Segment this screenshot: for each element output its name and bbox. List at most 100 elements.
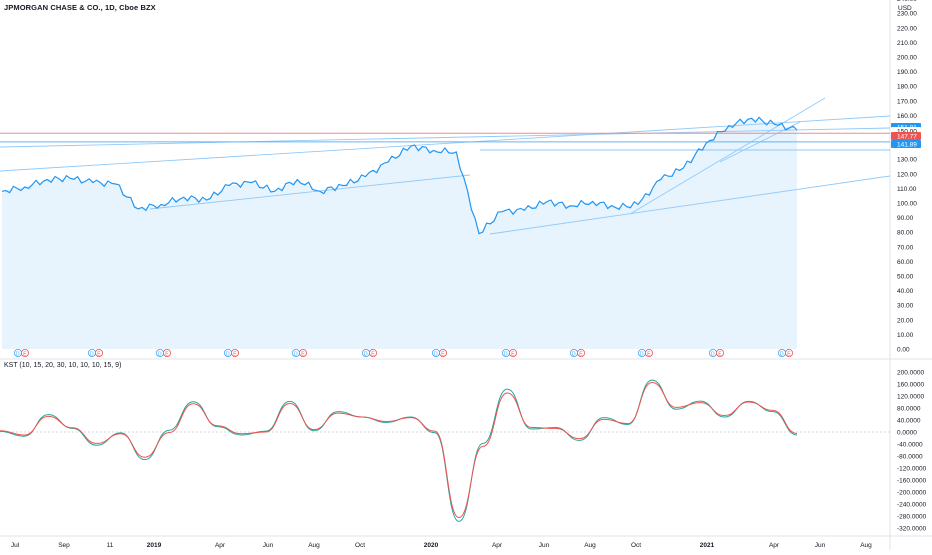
dividend-marker-letter: D: [572, 351, 576, 357]
price-tick-label: 100.00: [897, 201, 917, 208]
currency-label: USD: [898, 5, 912, 12]
time-tick-label: 11: [107, 542, 114, 549]
trend-line: [489, 175, 891, 235]
price-badge: [891, 132, 921, 140]
dividend-marker-letter: D: [158, 351, 162, 357]
kst-tick-label: -200.0000: [897, 490, 927, 497]
time-tick-label: Jun: [263, 542, 274, 549]
kst-line: [0, 379, 798, 522]
price-tick-label: 170.00: [897, 98, 917, 105]
kst-tick-label: 0.0000: [897, 430, 917, 437]
dividend-marker-letter: D: [640, 351, 644, 357]
price-tick-label: 10.00: [897, 332, 914, 339]
kst-signal-line: [0, 381, 798, 519]
earnings-marker-icon: [785, 348, 794, 357]
time-tick-label: Apr: [215, 542, 226, 549]
time-tick-label: 2021: [700, 542, 715, 549]
price-tick-label: 20.00: [897, 317, 914, 324]
time-tick-label: Jun: [815, 542, 826, 549]
dividend-marker-letter: D: [364, 351, 368, 357]
price-tick-label: 200.00: [897, 55, 917, 62]
dividend-marker-letter: D: [90, 351, 94, 357]
kst-tick-label: -280.0000: [897, 514, 927, 521]
kst-tick-label: -120.0000: [897, 466, 927, 473]
dividend-marker-letter: D: [780, 351, 784, 357]
price-tick-label: 90.00: [897, 215, 914, 222]
symbol-title: JPMORGAN CHASE & CO., 1D, Cboe BZX: [4, 3, 156, 12]
earnings-marker-letter: E: [233, 351, 237, 357]
earnings-marker-icon: [438, 348, 447, 357]
kst-tick-label: 40.0000: [897, 418, 921, 425]
earnings-marker-icon: [20, 348, 29, 357]
price-tick-label: 60.00: [897, 259, 914, 266]
earnings-marker-icon: [95, 348, 104, 357]
kst-tick-label: 120.0000: [897, 394, 924, 401]
dividend-marker-letter: D: [711, 351, 715, 357]
dividend-marker-letter: D: [504, 351, 508, 357]
kst-tick-label: 80.0000: [897, 406, 921, 413]
trend-line: [149, 174, 471, 210]
price-tick-label: 180.00: [897, 84, 917, 91]
dividend-marker-letter: D: [226, 351, 230, 357]
dividend-marker-letter: D: [16, 351, 20, 357]
price-tick-label: 70.00: [897, 244, 914, 251]
earnings-marker-icon: [577, 348, 586, 357]
time-tick-label: Oct: [631, 542, 641, 549]
price-badge-label: 147.77: [897, 134, 917, 141]
indicator-title: KST (10, 15, 20, 30, 10, 10, 10, 15, 9): [4, 362, 122, 369]
earnings-marker-letter: E: [97, 351, 101, 357]
time-tick-label: Aug: [584, 542, 596, 549]
kst-tick-label: -80.0000: [897, 454, 923, 461]
price-tick-label: 190.00: [897, 69, 917, 76]
earnings-marker-icon: [162, 348, 171, 357]
earnings-marker-letter: E: [511, 351, 515, 357]
time-tick-label: Jul: [11, 542, 20, 549]
earnings-marker-icon: [508, 348, 517, 357]
time-tick-label: Apr: [769, 542, 780, 549]
price-badge-label: 141.89: [897, 142, 917, 149]
earnings-marker-letter: E: [441, 351, 445, 357]
price-tick-label: 120.00: [897, 171, 917, 178]
price-tick-label: 30.00: [897, 303, 914, 310]
earnings-marker-letter: E: [579, 351, 583, 357]
kst-tick-label: -240.0000: [897, 502, 927, 509]
dividend-marker-letter: D: [434, 351, 438, 357]
trend-line: [0, 115, 891, 172]
price-tick-label: 0.00: [897, 347, 910, 354]
kst-tick-label: -40.0000: [897, 442, 923, 449]
time-tick-label: Aug: [308, 542, 320, 549]
earnings-marker-icon: [368, 348, 377, 357]
earnings-marker-icon: [645, 348, 654, 357]
time-tick-label: 2019: [147, 542, 162, 549]
dividend-marker-letter: D: [294, 351, 298, 357]
time-tick-label: 2020: [424, 542, 439, 549]
time-tick-label: Sep: [58, 542, 70, 549]
price-line: [1, 116, 798, 235]
price-tick-label: 40.00: [897, 288, 914, 295]
price-tick-label: 220.00: [897, 25, 917, 32]
earnings-marker-letter: E: [647, 351, 651, 357]
price-tick-label: 50.00: [897, 274, 914, 281]
price-tick-label: 230.00: [897, 11, 917, 18]
price-tick-label: 130.00: [897, 157, 917, 164]
time-tick-label: Jun: [539, 542, 550, 549]
price-tick-label: 240.00: [897, 0, 917, 3]
price-tick-label: 110.00: [897, 186, 917, 193]
earnings-marker-icon: [716, 348, 725, 357]
kst-tick-label: -160.0000: [897, 478, 927, 485]
price-area-fill: [2, 118, 797, 349]
earnings-marker-letter: E: [371, 351, 375, 357]
kst-tick-label: -320.0000: [897, 526, 927, 533]
trend-line: [629, 97, 826, 215]
price-tick-label: 210.00: [897, 40, 917, 47]
earnings-marker-icon: [230, 348, 239, 357]
price-badge: [891, 140, 921, 148]
earnings-marker-letter: E: [301, 351, 305, 357]
earnings-marker-letter: E: [787, 351, 791, 357]
price-tick-label: 80.00: [897, 230, 914, 237]
earnings-marker-letter: E: [718, 351, 722, 357]
earnings-marker-letter: E: [165, 351, 169, 357]
kst-tick-label: 200.0000: [897, 370, 924, 377]
